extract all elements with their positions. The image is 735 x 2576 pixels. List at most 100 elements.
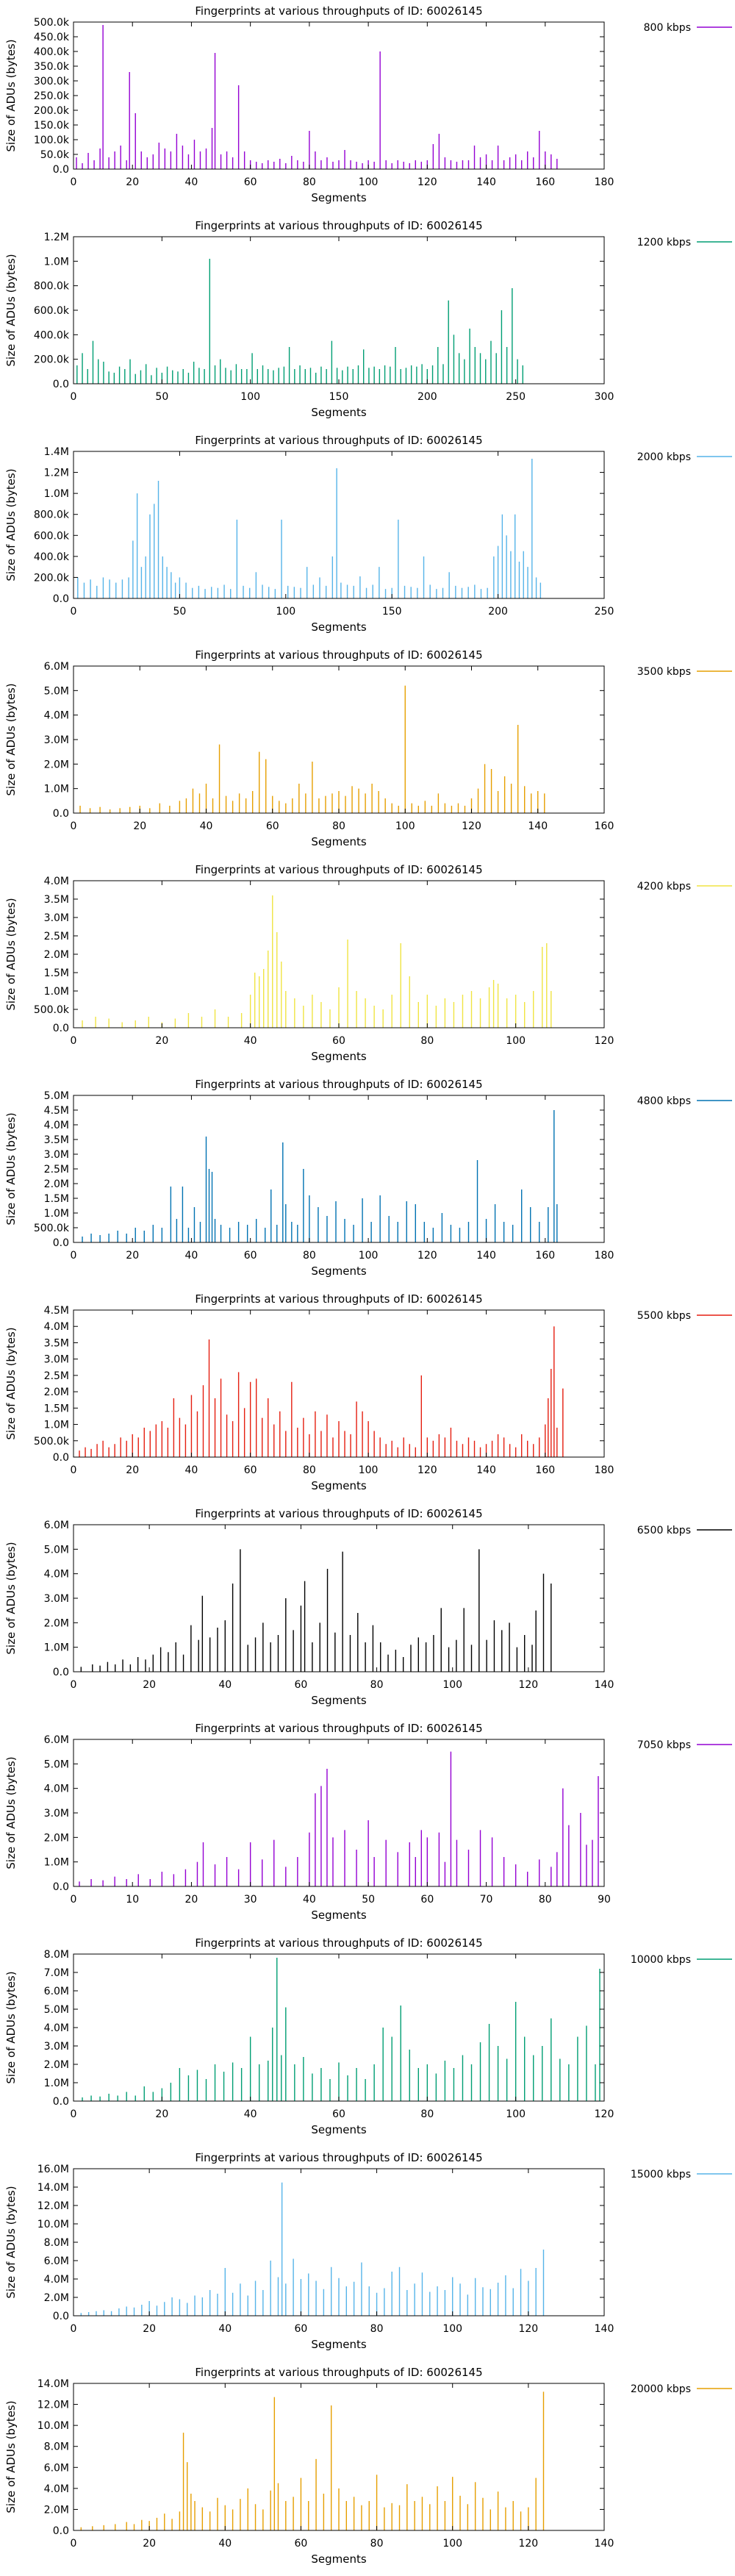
x-tick-label: 20 (185, 1894, 198, 1906)
y-tick-label: 16.0M (37, 2164, 69, 2175)
y-tick-label: 1.0M (44, 784, 69, 795)
x-tick-label: 40 (185, 1250, 198, 1262)
x-tick-label: 0 (71, 2108, 77, 2120)
y-tick-label: 1.0M (44, 2078, 69, 2089)
x-tick-label: 10 (126, 1894, 139, 1906)
x-tick-label: 80 (370, 2538, 384, 2550)
x-axis-label: Segments (311, 2552, 367, 2566)
chart-title: Fingerprints at various throughputs of I… (195, 434, 482, 447)
x-axis-label: Segments (311, 1264, 367, 1278)
x-tick-label: 20 (143, 2538, 156, 2550)
x-tick-label: 80 (303, 1250, 316, 1262)
bar-series (80, 2182, 545, 2316)
x-tick-label: 60 (332, 2108, 345, 2120)
x-tick-label: 150 (382, 606, 402, 618)
legend-label: 20000 kbps (631, 2383, 691, 2395)
y-tick-label: 500.0k (34, 1004, 70, 1016)
y-tick-label: 1.0M (44, 1642, 69, 1654)
x-tick-label: 0 (71, 606, 77, 618)
x-tick-label: 40 (244, 2108, 257, 2120)
y-tick-label: 3.0M (44, 1149, 69, 1161)
x-axis-label: Segments (311, 2338, 367, 2351)
y-tick-label: 0.0 (53, 808, 69, 820)
y-tick-label: 4.0M (44, 1569, 69, 1581)
y-tick-label: 0.0 (53, 1237, 69, 1249)
x-tick-label: 40 (218, 1679, 232, 1691)
y-tick-label: 500.0k (34, 1223, 70, 1234)
legend: 4200 kbps (637, 881, 732, 892)
y-tick-label: 3.0M (44, 1808, 69, 1820)
x-tick-label: 180 (595, 1464, 614, 1476)
bar-series (79, 1751, 599, 1886)
x-tick-label: 50 (155, 391, 168, 403)
y-tick-label: 4.0M (44, 2274, 69, 2286)
x-tick-label: 100 (240, 391, 260, 403)
y-tick-label: 2.0M (44, 1617, 69, 1629)
plot-frame (73, 451, 605, 599)
x-tick-label: 0 (71, 1250, 77, 1262)
x-tick-label: 160 (535, 1464, 555, 1476)
x-tick-label: 40 (244, 1035, 257, 1047)
x-tick-label: 60 (244, 1250, 257, 1262)
bar-series (80, 1549, 552, 1672)
y-tick-label: 6.0M (44, 1520, 69, 1531)
y-tick-label: 500.0k (34, 1436, 70, 1448)
legend-label: 7050 kbps (637, 1739, 691, 1751)
y-tick-label: 1.0M (44, 1857, 69, 1869)
x-tick-label: 60 (332, 1035, 345, 1047)
x-tick-label: 0 (71, 176, 77, 188)
x-tick-label: 250 (595, 606, 614, 618)
x-tick-label: 160 (535, 1250, 555, 1262)
x-tick-label: 180 (595, 176, 614, 188)
y-axis-label: Size of ADUs (bytes) (4, 254, 18, 366)
y-axis-label: Size of ADUs (bytes) (4, 2186, 18, 2298)
y-axis-label: Size of ADUs (bytes) (4, 468, 18, 581)
x-tick-label: 80 (303, 1464, 316, 1476)
x-tick-label: 140 (476, 1464, 496, 1476)
y-axis-label: Size of ADUs (bytes) (4, 1112, 18, 1225)
x-tick-label: 140 (595, 1679, 614, 1691)
x-tick-label: 100 (276, 606, 295, 618)
chart-panel-7: Fingerprints at various throughputs of I… (4, 1292, 732, 1492)
bar-series (79, 685, 545, 813)
legend-label: 5500 kbps (637, 1310, 691, 1322)
legend: 800 kbps (644, 22, 732, 34)
y-tick-label: 2.0M (44, 1832, 69, 1844)
chart-panel-3: Fingerprints at various throughputs of I… (4, 434, 732, 634)
x-axis-label: Segments (311, 1908, 367, 1922)
y-tick-label: 1.0M (44, 1420, 69, 1431)
chart-title: Fingerprints at various throughputs of I… (195, 2366, 482, 2379)
x-tick-label: 20 (143, 1679, 156, 1691)
legend: 2000 kbps (637, 451, 732, 463)
y-tick-label: 7.0M (44, 1967, 69, 1979)
x-tick-label: 0 (71, 391, 77, 403)
x-tick-label: 20 (155, 2108, 168, 2120)
y-tick-label: 1.0M (44, 1208, 69, 1220)
bar-series (79, 1326, 564, 1457)
y-tick-label: 12.0M (37, 2200, 69, 2212)
y-axis-label: Size of ADUs (bytes) (4, 1327, 18, 1439)
y-tick-label: 8.0M (44, 2441, 69, 2453)
legend-label: 4200 kbps (637, 881, 691, 892)
x-tick-label: 60 (420, 1894, 434, 1906)
plot-frame (73, 1309, 605, 1458)
y-tick-label: 50.0k (40, 149, 70, 161)
y-tick-label: 400.0k (34, 551, 70, 563)
chart-panel-1: Fingerprints at various throughputs of I… (4, 4, 732, 204)
x-axis-label: Segments (311, 835, 367, 848)
x-tick-label: 100 (359, 176, 379, 188)
y-tick-label: 4.5M (44, 1105, 69, 1117)
chart-panel-5: Fingerprints at various throughputs of I… (4, 863, 732, 1063)
y-tick-label: 0.0 (53, 1023, 69, 1034)
y-tick-label: 6.0M (44, 1734, 69, 1746)
legend: 15000 kbps (631, 2169, 732, 2180)
legend: 4800 kbps (637, 1095, 732, 1107)
y-tick-label: 3.0M (44, 1593, 69, 1605)
bar-series (82, 895, 552, 1028)
y-tick-label: 200.0k (34, 572, 70, 584)
legend: 20000 kbps (631, 2383, 732, 2395)
y-tick-label: 6.0M (44, 661, 69, 673)
chart-title: Fingerprints at various throughputs of I… (195, 219, 482, 232)
x-tick-label: 40 (185, 1464, 198, 1476)
chart-title: Fingerprints at various throughputs of I… (195, 863, 482, 876)
